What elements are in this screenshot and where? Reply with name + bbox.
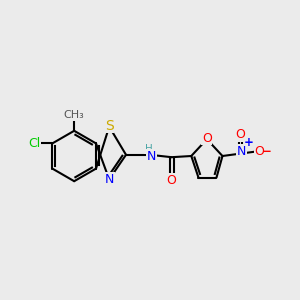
Text: Cl: Cl <box>28 137 40 150</box>
Text: O: O <box>202 131 212 145</box>
Text: O: O <box>255 145 265 158</box>
Text: CH₃: CH₃ <box>64 110 85 120</box>
Text: S: S <box>105 118 114 133</box>
Text: +: + <box>244 136 254 149</box>
Text: O: O <box>236 128 245 141</box>
Text: N: N <box>104 173 114 186</box>
Text: N: N <box>237 145 246 158</box>
Text: H: H <box>145 144 153 154</box>
Text: N: N <box>146 149 156 163</box>
Text: −: − <box>262 145 272 158</box>
Text: O: O <box>167 173 176 187</box>
